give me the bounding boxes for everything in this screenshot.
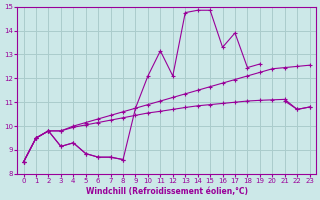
X-axis label: Windchill (Refroidissement éolien,°C): Windchill (Refroidissement éolien,°C) <box>85 187 248 196</box>
